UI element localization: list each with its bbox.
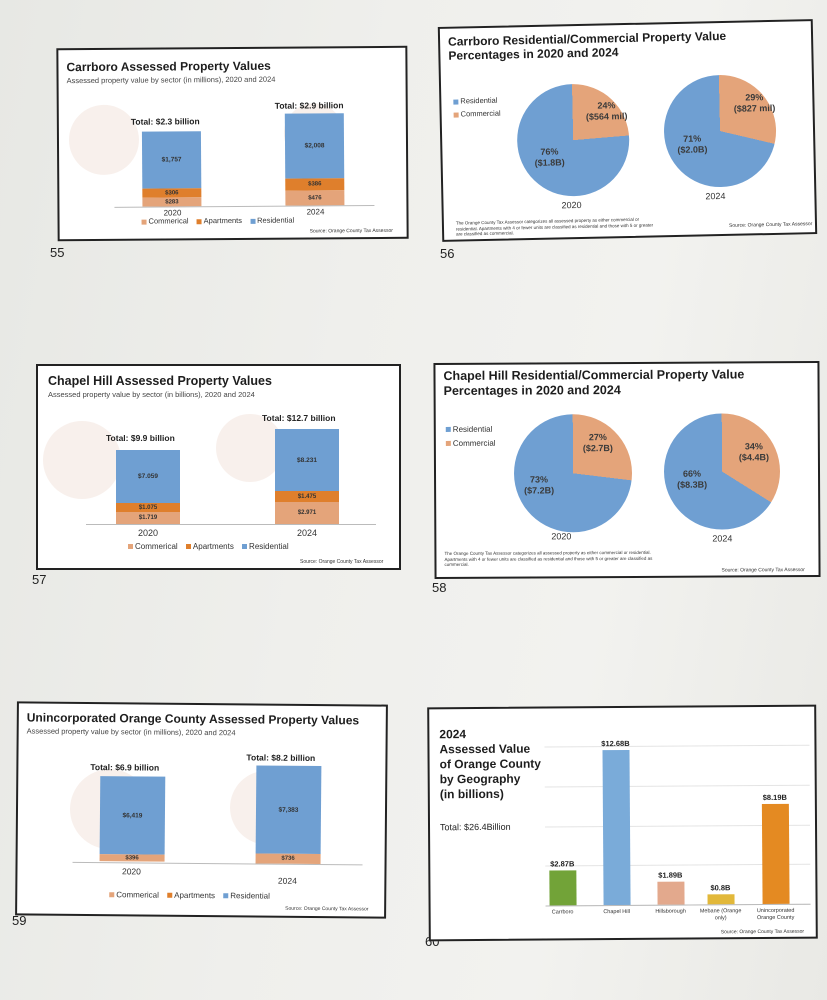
category-label: Chapel Hill	[603, 908, 630, 916]
slide-chapel-hill-assessed-values: Chapel Hill Assessed Property Values Ass…	[36, 364, 401, 570]
page-number-55: 55	[50, 245, 65, 260]
slide-title: Chapel Hill Residential/Commercial Prope…	[443, 367, 745, 398]
pie-2024-year: 2024	[705, 190, 726, 202]
year-2024: 2024	[296, 528, 318, 538]
bar-2024-commercial: $2.971	[275, 502, 339, 524]
bar-2020-commercial: $283	[142, 197, 202, 207]
pie-2024-commercial-label: 29% ($827 mil)	[733, 92, 776, 114]
category-label: Mebane (Orange only)	[699, 908, 742, 921]
source: Source: Orange County Tax Assessor	[309, 227, 393, 235]
bar-2020-apartments: $1.075	[116, 503, 180, 512]
page-number-57: 57	[32, 572, 47, 587]
pie-2020-commercial-label: 24% ($564 mil)	[585, 100, 628, 122]
bar-2024-residential: $7,383	[255, 765, 322, 855]
slide-title: Carrboro Residential/Commercial Property…	[447, 28, 727, 63]
pie-2024	[662, 73, 778, 189]
gridline	[544, 784, 810, 788]
bar-value-label: $8.19B	[762, 792, 787, 802]
slide-title: 2024 Assessed Value of Orange County by …	[439, 727, 541, 802]
slide-title: Unincorporated Orange County Assessed Pr…	[26, 710, 360, 728]
bar-2020-residential: $1,757	[141, 131, 202, 189]
bar-value-label: $12.68B	[601, 738, 630, 749]
slide-carrboro-percentages: Carrboro Residential/Commercial Property…	[437, 19, 818, 242]
bar-2024-commercial: $736	[255, 853, 321, 865]
legend: Commerical Apartments Residential	[141, 216, 301, 226]
total-2020: Total: $2.3 billion	[130, 116, 200, 127]
legend: Commerical Apartments Residential	[109, 890, 276, 901]
bar-value-label: $2.87B	[550, 859, 575, 869]
category-label: Carrboro	[551, 909, 574, 916]
bar-2020-residential: $7.059	[116, 450, 180, 503]
pie-2024-residential-label: 71% ($2.0B)	[677, 133, 708, 155]
total-2024: Total: $8.2 billion	[246, 752, 316, 763]
pie-2020-residential-label: 73% ($7.2B)	[524, 474, 555, 496]
bar-2020-commercial: $396	[99, 854, 165, 862]
slide-subtitle: Assessed property value by sector (in mi…	[66, 74, 276, 86]
slide-unincorporated-assessed-values: Unincorporated Orange County Assessed Pr…	[15, 701, 388, 919]
total-value: Total: $26.4Billion	[439, 821, 511, 833]
page-number-59: 59	[12, 913, 27, 928]
pie-2020-residential-label: 76% ($1.8B)	[534, 146, 565, 168]
page-number-58: 58	[432, 580, 447, 595]
bar-value-label: $0.8B	[710, 883, 731, 893]
bar-2024-residential: $2,008	[284, 113, 345, 179]
source: Source: Orange County Tax Assessor	[285, 905, 369, 913]
bar-value-label: $1.89B	[658, 870, 683, 880]
slide-carrboro-assessed-values: Carrboro Assessed Property Values Assess…	[56, 45, 409, 242]
total-2024: Total: $2.9 billion	[274, 100, 344, 111]
bar-carrboro	[548, 870, 577, 906]
bar-2024-commercial: $476	[285, 190, 345, 206]
bar-2024-apartments: $386	[285, 178, 345, 191]
source: Source: Orange County Tax Assessor	[300, 559, 384, 565]
legend: Residential Commercial	[445, 423, 496, 451]
pie-2020-year: 2020	[561, 199, 582, 211]
geography-bar-chart: $2.87B Carrboro $12.68B Chapel Hill $1.89B Hi…	[429, 707, 814, 921]
pie-2024-commercial-label: 34% ($4.4B)	[738, 441, 769, 463]
category-label: Hillsborough	[655, 908, 686, 915]
bar-unincorporated-orange-county	[761, 803, 790, 905]
total-2020: Total: $6.9 billion	[90, 762, 160, 773]
total-2020: Total: $9.9 billion	[106, 433, 175, 443]
slide-2024-value-by-geography: 2024 Assessed Value of Orange County by …	[427, 704, 818, 942]
bar-2020-commercial: $1.719	[116, 512, 180, 524]
year-2024: 2024	[306, 207, 325, 217]
slide-subtitle: Assessed property value by sector (in mi…	[26, 726, 236, 738]
total-2024: Total: $12.7 billion	[262, 413, 336, 423]
source: Source: Orange County Tax Assessor	[728, 221, 813, 229]
legend: Commerical Apartments Residential	[128, 542, 295, 551]
gridline	[544, 744, 810, 748]
year-2024: 2024	[277, 875, 297, 886]
source: Source: Orange County Tax Assessor	[720, 928, 805, 936]
slide-title: Carrboro Assessed Property Values	[66, 58, 271, 75]
source: Source: Orange County Tax Assessor	[721, 567, 805, 574]
pie-2024-year: 2024	[712, 533, 733, 544]
classification-note: The Orange County Tax Assessor categoriz…	[455, 216, 654, 237]
pie-2020-year: 2020	[551, 531, 572, 542]
bar-2024-residential: $8.231	[275, 429, 339, 491]
pie-2020-commercial-label: 27% ($2.7B)	[582, 432, 613, 454]
slide-subtitle: Assessed property value by sector (in bi…	[48, 390, 255, 399]
slide-chapel-hill-percentages: Chapel Hill Residential/Commercial Prope…	[433, 360, 821, 580]
pie-2024-residential-label: 66% ($8.3B)	[677, 468, 708, 490]
year-2020: 2020	[137, 528, 159, 538]
bar-hillsborough	[656, 881, 685, 905]
legend: Residential Commercial	[453, 94, 501, 121]
bar-mebane-orange-only	[707, 894, 735, 905]
category-label: Unincorporated Orange County	[756, 907, 795, 921]
bar-2020-residential: $6,419	[99, 776, 166, 855]
bar-2024-apartments: $1.475	[275, 491, 339, 502]
x-axis-line	[545, 903, 811, 907]
classification-note: The Orange County Tax Assessor categoriz…	[444, 549, 653, 567]
year-2020: 2020	[121, 866, 141, 877]
slide-title: Chapel Hill Assessed Property Values	[48, 374, 272, 388]
bar-chapel-hill	[601, 749, 631, 906]
bar-2020-apartments: $306	[142, 188, 202, 198]
page-number-56: 56	[440, 246, 455, 261]
